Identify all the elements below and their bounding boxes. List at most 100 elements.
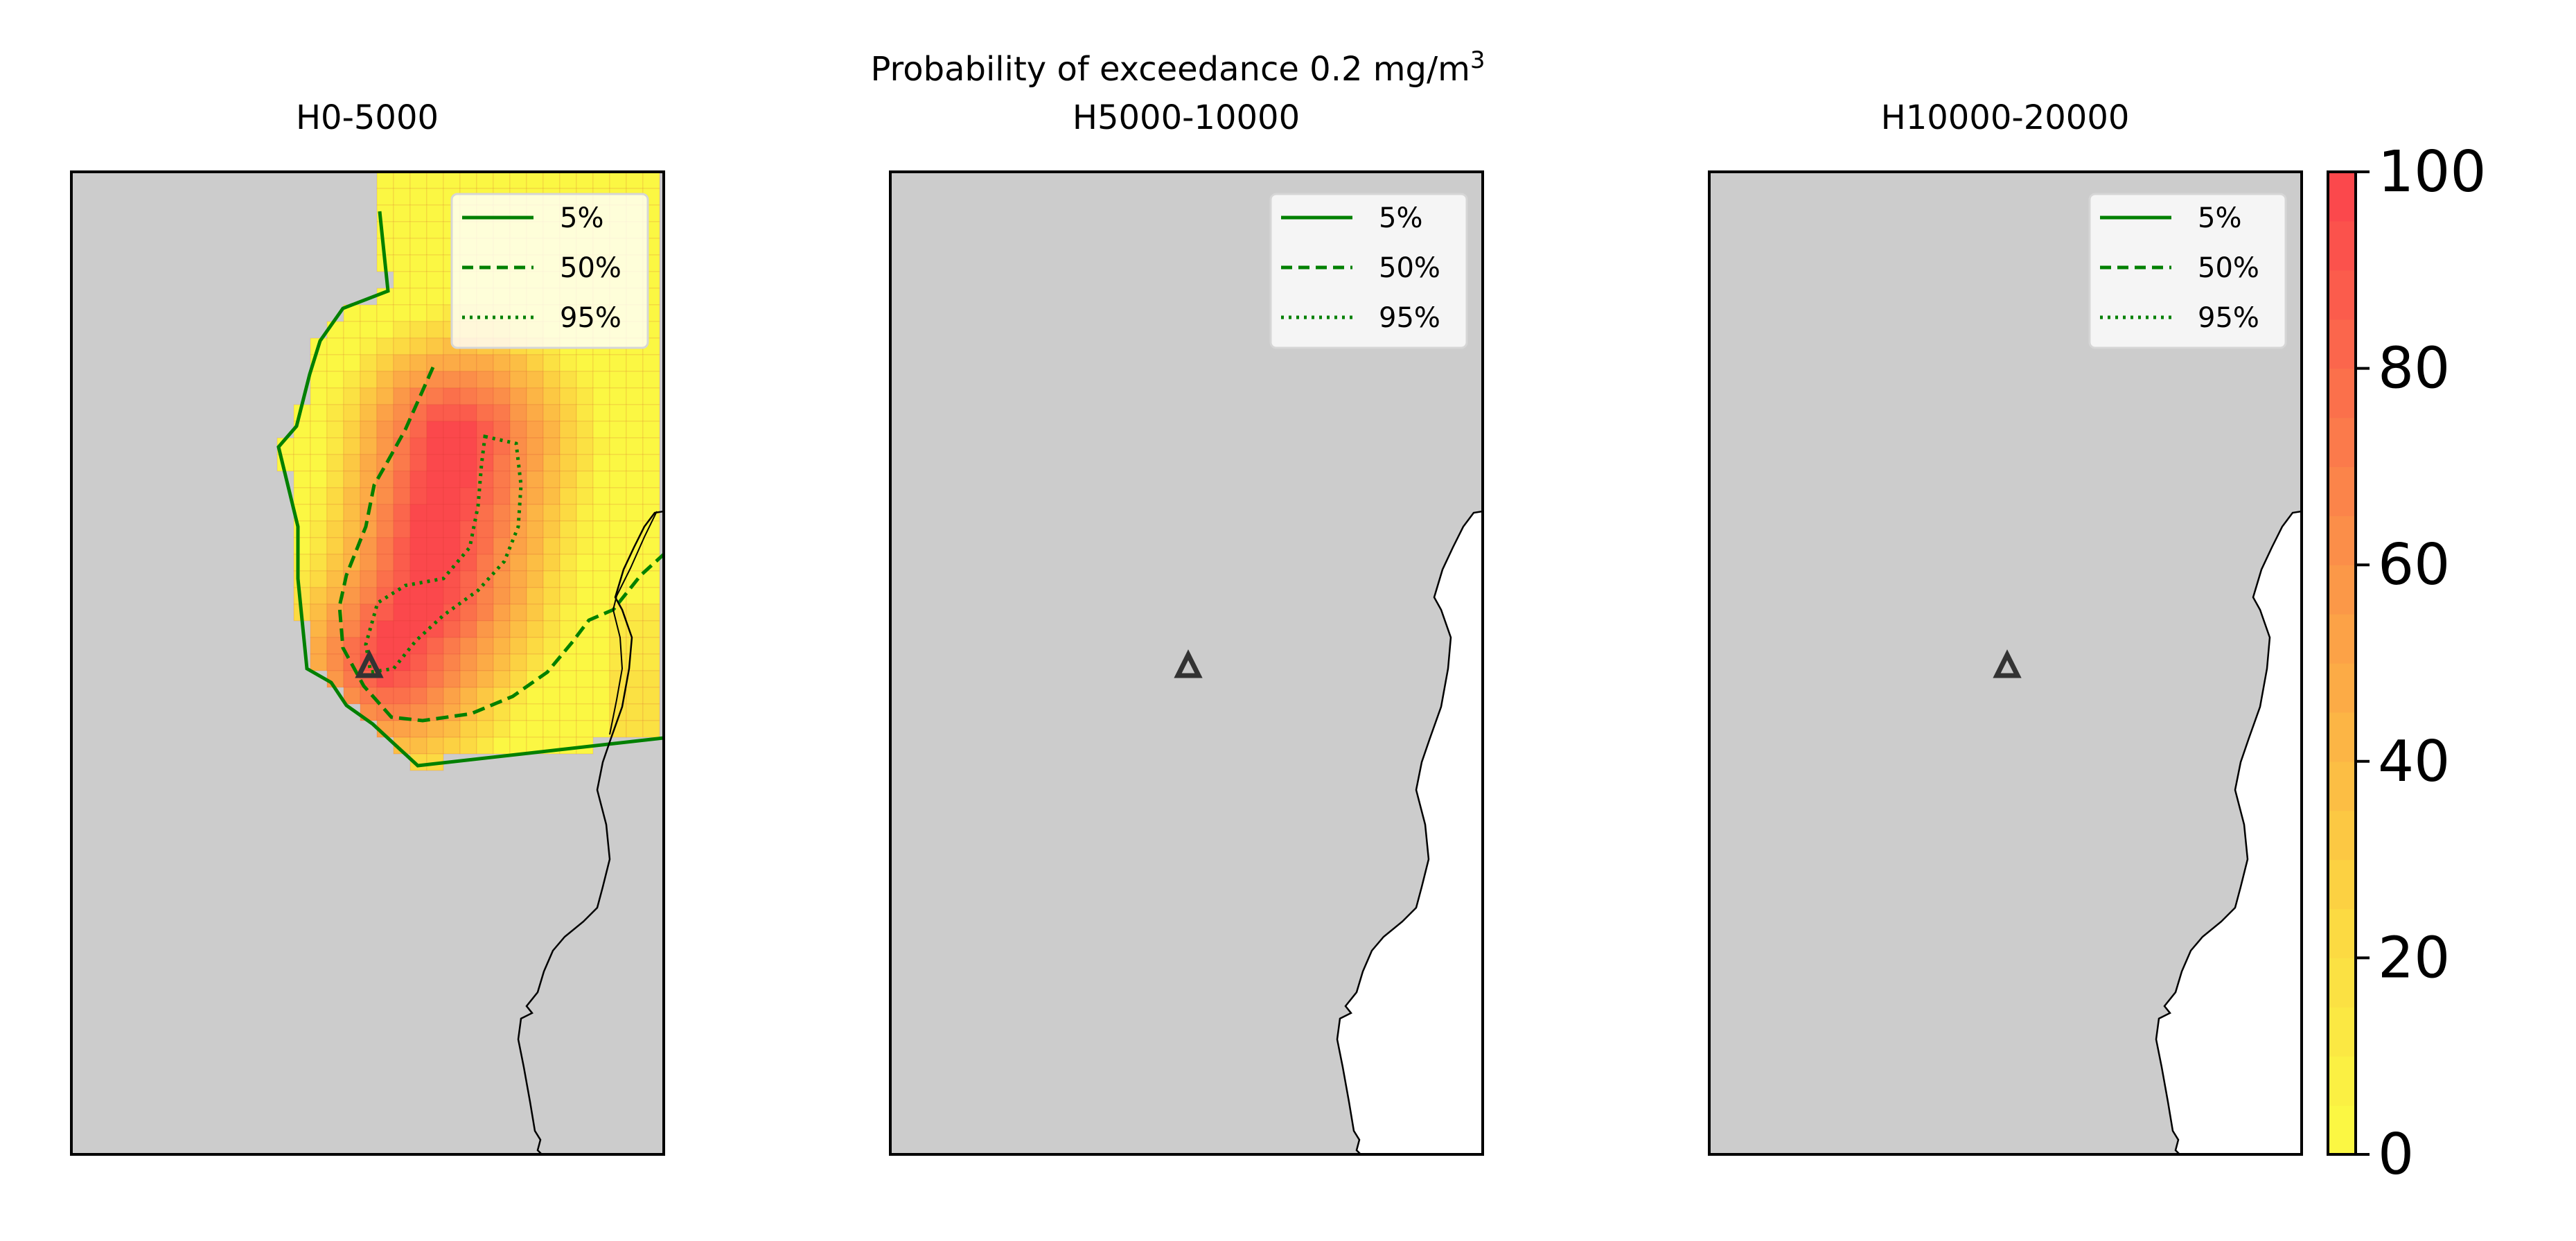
probability-cell <box>409 188 427 206</box>
probability-cell <box>310 520 328 538</box>
probability-cell <box>542 587 561 605</box>
probability-cell <box>609 437 627 455</box>
probability-cell <box>393 172 411 189</box>
probability-cell <box>310 537 328 555</box>
probability-cell <box>409 537 427 555</box>
probability-cell <box>393 670 411 688</box>
probability-cell <box>326 371 344 389</box>
probability-cell <box>509 653 527 671</box>
probability-cell <box>376 304 394 322</box>
probability-cell <box>310 371 328 389</box>
probability-cell <box>360 520 378 538</box>
probability-cell <box>576 570 594 588</box>
probability-cell <box>443 720 461 738</box>
probability-cell <box>576 454 594 472</box>
probability-cell <box>626 604 644 622</box>
probability-cell <box>493 604 511 622</box>
probability-cell <box>493 570 511 588</box>
probability-cell <box>592 454 610 472</box>
probability-cell <box>376 487 394 505</box>
probability-cell <box>310 437 328 455</box>
probability-cell <box>526 404 544 422</box>
colorbar-frame <box>2327 170 2357 1156</box>
colorbar-band <box>2328 614 2356 664</box>
probability-cell <box>626 387 644 405</box>
probability-cell <box>393 404 411 422</box>
probability-cell <box>626 670 644 688</box>
probability-cell <box>592 437 610 455</box>
probability-cell <box>360 404 378 422</box>
probability-cell <box>409 321 427 339</box>
probability-cell <box>310 554 328 572</box>
probability-cell <box>409 354 427 372</box>
probability-cell <box>542 604 561 622</box>
probability-cell <box>476 670 494 688</box>
probability-cell <box>493 703 511 721</box>
probability-cell <box>509 570 527 588</box>
probability-cell <box>409 337 427 355</box>
probability-cell <box>592 670 610 688</box>
probability-cell <box>426 254 444 272</box>
probability-cell <box>542 454 561 472</box>
probability-cell <box>476 172 494 189</box>
probability-cell <box>642 620 660 638</box>
probability-cell <box>592 487 610 505</box>
probability-cell <box>559 504 577 522</box>
probability-cell <box>476 720 494 738</box>
probability-cell <box>310 470 328 489</box>
probability-cell <box>393 371 411 389</box>
probability-cell <box>609 470 627 489</box>
probability-cell <box>426 587 444 605</box>
probability-cell <box>426 670 444 688</box>
probability-cell <box>393 470 411 489</box>
contour-legend: 5% 50% 95% <box>1269 193 1468 349</box>
probability-cell <box>542 687 561 705</box>
legend-label-95: 95% <box>1379 302 1440 334</box>
probability-cell <box>326 570 344 588</box>
probability-cell <box>376 437 394 455</box>
probability-cell <box>459 570 477 588</box>
probability-cell <box>393 604 411 622</box>
probability-cell <box>426 537 444 555</box>
probability-cell <box>409 421 427 439</box>
probability-cell <box>526 454 544 472</box>
probability-cell <box>426 637 444 655</box>
colorbar-band <box>2328 958 2356 1007</box>
probability-cell <box>376 354 394 372</box>
probability-cell <box>493 670 511 688</box>
probability-cell <box>559 670 577 688</box>
probability-cell <box>393 254 411 272</box>
probability-cell <box>459 587 477 605</box>
probability-cell <box>609 537 627 555</box>
probability-cell <box>343 337 361 355</box>
probability-cell <box>393 188 411 206</box>
probability-cell <box>310 487 328 505</box>
probability-cell <box>509 637 527 655</box>
probability-cell <box>642 637 660 655</box>
probability-cell <box>626 172 644 189</box>
probability-cell <box>376 172 394 189</box>
panel-title: H0-5000 <box>296 98 439 137</box>
probability-cell <box>393 204 411 222</box>
probability-cell <box>626 454 644 472</box>
probability-cell <box>443 620 461 638</box>
probability-cell <box>526 653 544 671</box>
probability-cell <box>642 404 660 422</box>
probability-cell <box>326 387 344 405</box>
probability-cell <box>426 487 444 505</box>
probability-cell <box>609 172 627 189</box>
probability-cell <box>393 487 411 505</box>
probability-cell <box>476 404 494 422</box>
contour-legend: 5% 50% 95% <box>2088 193 2287 349</box>
probability-cell <box>443 670 461 688</box>
probability-cell <box>310 421 328 439</box>
probability-cell <box>592 504 610 522</box>
probability-cell <box>360 587 378 605</box>
probability-cell <box>459 537 477 555</box>
probability-cell <box>426 653 444 671</box>
probability-cell <box>542 637 561 655</box>
probability-cell <box>376 520 394 538</box>
probability-cell <box>509 387 527 405</box>
colorbar-band <box>2328 417 2356 467</box>
